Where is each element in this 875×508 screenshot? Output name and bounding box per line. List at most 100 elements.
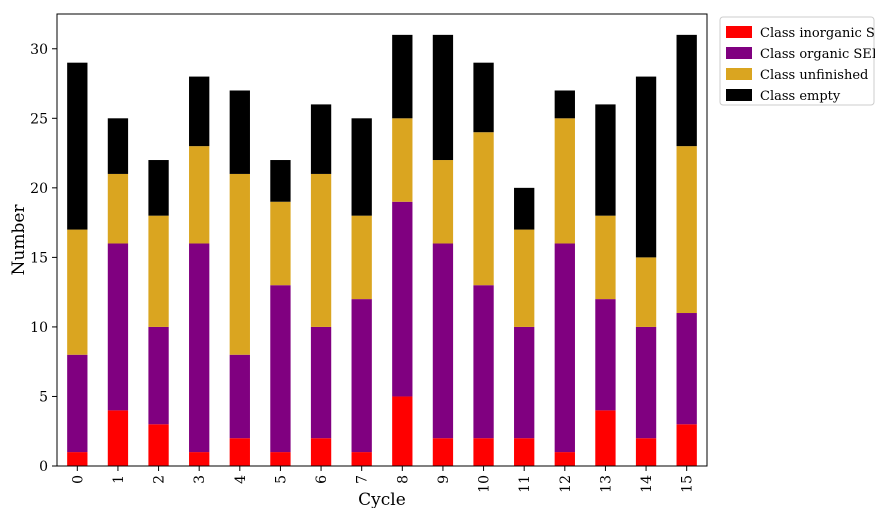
bar-11-series-2 xyxy=(514,229,535,327)
legend-swatch xyxy=(726,89,752,101)
x-tick-label: 2 xyxy=(152,475,168,484)
legend-swatch xyxy=(726,47,752,59)
bar-6-series-2 xyxy=(310,173,332,327)
x-axis: 0 1 2 3 4 5 6 7 8 9 10 11 12 13 14 15 xyxy=(70,466,696,493)
y-axis-label: Number xyxy=(9,204,29,276)
bar-10-series-0 xyxy=(473,438,494,466)
y-tick-label: 5 xyxy=(39,389,48,405)
legend-label: Class unfinished xyxy=(760,68,868,83)
bar-0-series-2 xyxy=(67,229,88,355)
bar-12-series-2 xyxy=(554,118,575,244)
bar-14-series-1 xyxy=(635,326,657,439)
y-tick-label: 30 xyxy=(30,42,48,58)
bar-0-series-0 xyxy=(67,452,88,466)
bar-10-series-2 xyxy=(473,132,494,286)
bar-13-series-1 xyxy=(595,299,616,411)
legend-label: Class empty xyxy=(760,89,841,104)
legend-frame xyxy=(719,16,875,106)
y-tick-label: 0 xyxy=(39,459,48,475)
x-axis-label: Cycle xyxy=(358,490,406,508)
x-tick-label: 3 xyxy=(192,475,208,484)
x-tick-label: 5 xyxy=(273,475,289,484)
bar-2-series-1 xyxy=(148,326,169,425)
bar-4-series-1 xyxy=(229,354,250,439)
x-tick-label: 4 xyxy=(233,475,249,484)
y-axis: 0 5 10 15 20 25 30 xyxy=(30,42,57,475)
bar-4-series-0 xyxy=(229,438,250,466)
bar-3-series-1 xyxy=(189,243,210,453)
x-tick-label: 1 xyxy=(111,475,127,484)
bar-11-series-0 xyxy=(514,438,535,466)
bar-8-series-3 xyxy=(392,34,413,119)
x-tick-label: 7 xyxy=(355,475,371,484)
bar-2-series-3 xyxy=(148,160,169,216)
bar-7-series-1 xyxy=(351,299,372,453)
bar-15-series-1 xyxy=(676,313,697,425)
y-tick-label: 20 xyxy=(30,181,48,197)
x-tick-label: 11 xyxy=(517,475,533,493)
x-tick-label: 9 xyxy=(436,475,452,484)
bar-5-series-0 xyxy=(270,452,291,466)
bar-1-series-3 xyxy=(107,118,129,174)
x-tick-label: 13 xyxy=(598,475,614,493)
bars-layer xyxy=(67,34,697,466)
bar-1-series-0 xyxy=(107,410,129,466)
bar-13-series-2 xyxy=(595,215,616,300)
bar-9-series-2 xyxy=(432,160,454,244)
bar-9-series-1 xyxy=(432,243,454,439)
bar-12-series-3 xyxy=(554,90,575,119)
bar-7-series-0 xyxy=(351,452,372,466)
x-tick-label: 10 xyxy=(477,475,493,493)
bar-15-series-2 xyxy=(676,146,697,314)
bar-11-series-1 xyxy=(514,326,535,439)
bar-13-series-3 xyxy=(595,104,616,216)
bar-4-series-3 xyxy=(229,90,250,174)
bar-0-series-3 xyxy=(67,62,88,230)
bar-8-series-2 xyxy=(392,118,413,202)
bar-14-series-0 xyxy=(635,438,657,466)
bar-9-series-0 xyxy=(432,438,454,466)
bar-15-series-3 xyxy=(676,34,697,147)
bar-10-series-1 xyxy=(473,285,494,439)
x-tick-label: 0 xyxy=(70,475,86,484)
bar-7-series-3 xyxy=(351,118,372,216)
bar-1-series-2 xyxy=(107,173,129,244)
bar-1-series-1 xyxy=(107,243,129,411)
bar-2-series-0 xyxy=(148,424,169,466)
bar-6-series-3 xyxy=(310,104,332,174)
x-tick-label: 12 xyxy=(558,475,574,493)
bar-14-series-3 xyxy=(635,76,657,258)
x-tick-label: 6 xyxy=(314,475,330,484)
legend-swatch xyxy=(726,26,752,38)
bar-12-series-1 xyxy=(554,243,575,453)
legend-label: Class organic SEI xyxy=(760,47,875,62)
x-tick-label: 15 xyxy=(680,475,696,493)
bar-5-series-1 xyxy=(270,285,291,453)
bar-8-series-1 xyxy=(392,201,413,397)
bar-7-series-2 xyxy=(351,215,372,300)
bar-10-series-3 xyxy=(473,62,494,133)
y-tick-label: 15 xyxy=(30,250,48,266)
x-tick-label: 14 xyxy=(639,475,655,493)
bar-2-series-2 xyxy=(148,215,169,327)
legend-label: Class inorganic SEI xyxy=(760,26,875,41)
bar-14-series-2 xyxy=(635,257,657,327)
bar-8-series-0 xyxy=(392,396,413,466)
bar-3-series-0 xyxy=(189,452,210,466)
bar-5-series-3 xyxy=(270,160,291,202)
x-tick-label: 8 xyxy=(395,475,411,484)
legend-swatch xyxy=(726,68,752,80)
bar-6-series-0 xyxy=(310,438,332,466)
bar-12-series-0 xyxy=(554,452,575,466)
bar-11-series-3 xyxy=(514,187,535,230)
bar-5-series-2 xyxy=(270,201,291,286)
bar-13-series-0 xyxy=(595,410,616,466)
bar-15-series-0 xyxy=(676,424,697,466)
legend: Class inorganic SEI Class organic SEI Clas… xyxy=(719,16,875,106)
bar-6-series-1 xyxy=(310,326,332,439)
y-tick-label: 10 xyxy=(30,320,48,336)
plot-frame xyxy=(56,13,708,467)
bar-3-series-3 xyxy=(189,76,210,147)
bar-0-series-1 xyxy=(67,354,88,453)
